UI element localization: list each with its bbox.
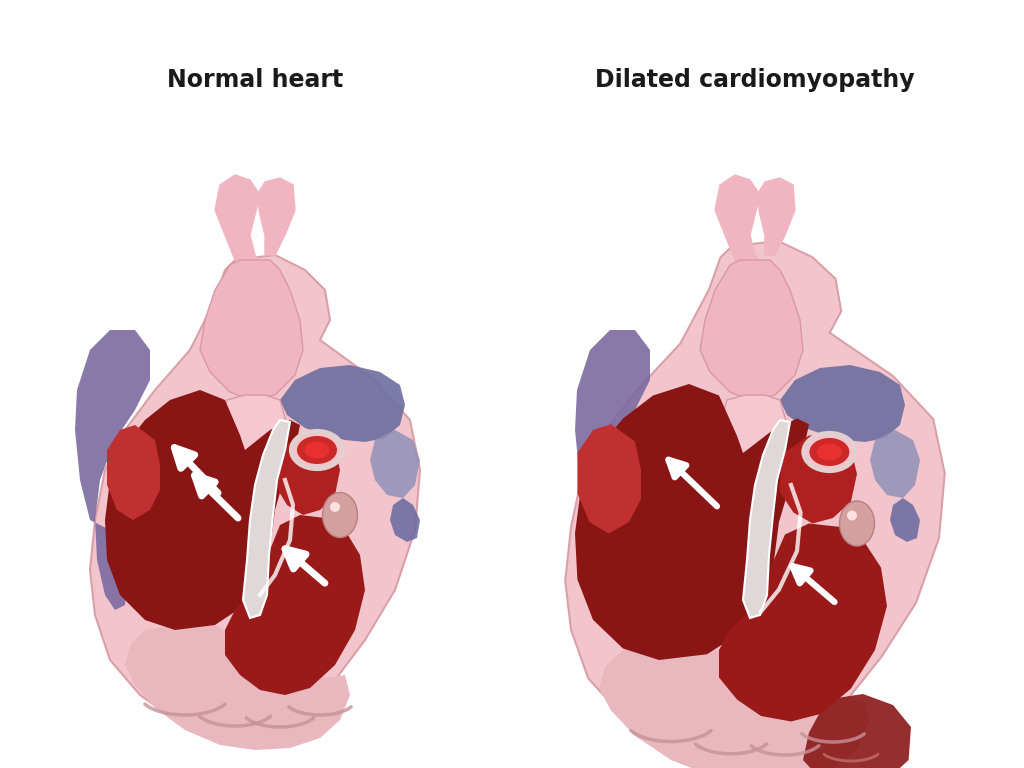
Polygon shape — [780, 365, 905, 442]
Polygon shape — [715, 175, 765, 275]
Ellipse shape — [809, 438, 849, 466]
Text: Normal heart: Normal heart — [167, 68, 343, 92]
Polygon shape — [565, 241, 945, 765]
Polygon shape — [575, 330, 650, 610]
Polygon shape — [125, 625, 350, 750]
Polygon shape — [75, 330, 150, 610]
Polygon shape — [280, 365, 406, 442]
Polygon shape — [575, 384, 809, 660]
Polygon shape — [743, 420, 790, 618]
Polygon shape — [870, 430, 920, 498]
Ellipse shape — [804, 433, 855, 471]
Polygon shape — [225, 515, 365, 695]
Polygon shape — [220, 395, 287, 458]
Ellipse shape — [291, 431, 343, 469]
Polygon shape — [390, 498, 420, 542]
Polygon shape — [757, 178, 795, 255]
Polygon shape — [700, 260, 803, 400]
Text: Dilated cardiomyopathy: Dilated cardiomyopathy — [595, 68, 914, 92]
Ellipse shape — [817, 443, 842, 461]
Polygon shape — [890, 498, 920, 542]
Polygon shape — [599, 644, 869, 768]
Polygon shape — [779, 435, 857, 524]
Polygon shape — [275, 435, 340, 515]
Polygon shape — [803, 694, 911, 768]
Ellipse shape — [323, 492, 357, 538]
Polygon shape — [105, 390, 300, 630]
Polygon shape — [257, 178, 295, 255]
Ellipse shape — [840, 501, 874, 546]
Polygon shape — [243, 420, 290, 618]
Ellipse shape — [847, 511, 857, 521]
Polygon shape — [720, 395, 787, 458]
Polygon shape — [215, 175, 265, 275]
Polygon shape — [90, 255, 420, 740]
Polygon shape — [106, 425, 160, 520]
Polygon shape — [719, 524, 887, 721]
Ellipse shape — [330, 502, 340, 512]
Ellipse shape — [297, 436, 337, 464]
Polygon shape — [200, 260, 303, 400]
Polygon shape — [578, 424, 641, 534]
Polygon shape — [370, 430, 420, 498]
Ellipse shape — [304, 442, 330, 458]
